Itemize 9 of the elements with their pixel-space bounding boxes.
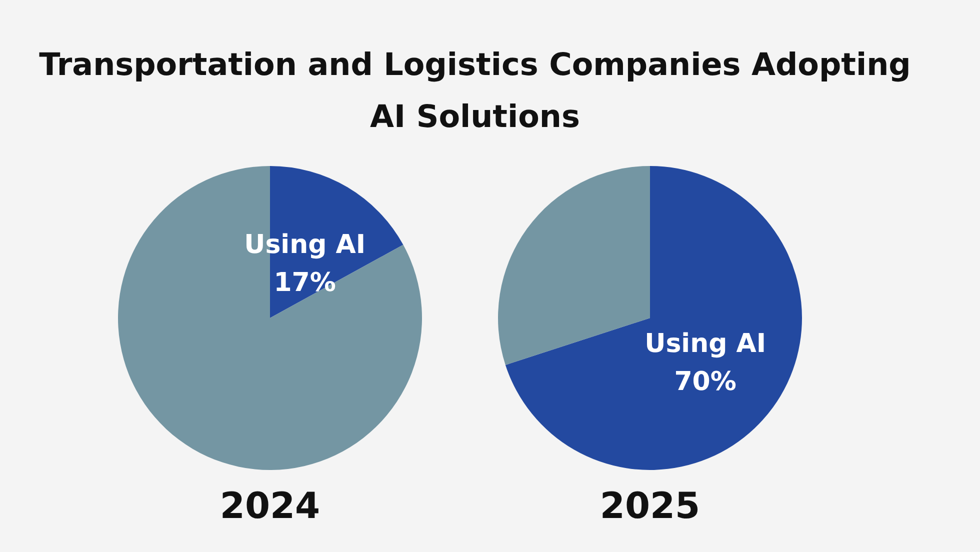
slice-label: Using AI — [244, 230, 366, 260]
data-label: 17% — [274, 268, 336, 298]
data-label: 70% — [674, 367, 736, 398]
slice-label: Using AI — [644, 329, 766, 360]
chart-title: Transportation and Logistics Companies Adopting AI Solutions — [39, 47, 911, 135]
pie-slice — [505, 166, 802, 470]
text: 2024 — [220, 486, 320, 527]
text: 2025 — [600, 486, 700, 527]
pie-slice — [118, 166, 422, 470]
